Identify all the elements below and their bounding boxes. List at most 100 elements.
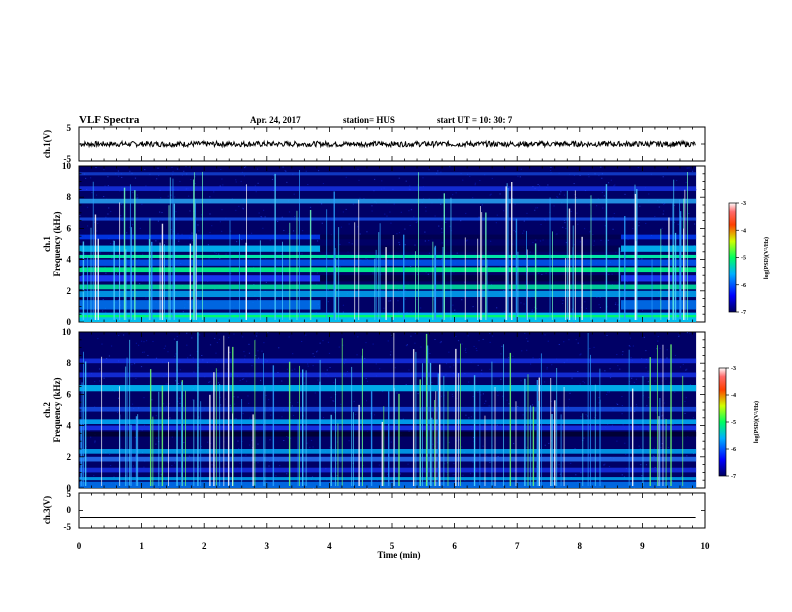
noise-speck — [390, 351, 392, 353]
noise-speck — [553, 205, 555, 207]
noise-speck — [684, 401, 686, 403]
noise-speck — [164, 241, 166, 243]
noise-speck — [686, 455, 688, 457]
noise-speck — [291, 369, 293, 371]
noise-speck — [179, 180, 181, 182]
noise-speck — [217, 369, 219, 371]
noise-speck — [654, 215, 656, 217]
noise-speck — [520, 380, 522, 382]
noise-speck — [372, 272, 374, 274]
noise-speck — [486, 455, 488, 457]
noise-speck — [178, 239, 180, 241]
noise-speck — [105, 216, 107, 218]
noise-speck — [269, 439, 271, 441]
noise-speck — [163, 347, 165, 349]
noise-speck — [359, 233, 361, 235]
noise-speck — [297, 401, 299, 403]
noise-speck — [129, 265, 131, 267]
noise-speck — [582, 454, 584, 456]
noise-speck — [535, 308, 538, 310]
spectrogram-band — [79, 385, 697, 392]
ch1-colorbar: -3 -4 -5 -6 -7 log(PSD)(V²/Hz) — [728, 201, 770, 316]
noise-speck — [386, 215, 388, 217]
noise-speck — [490, 240, 492, 242]
noise-speck — [381, 180, 383, 182]
noise-speck — [84, 253, 86, 255]
spectrogram-band — [79, 284, 697, 290]
noise-speck — [445, 221, 447, 223]
noise-speck — [575, 196, 578, 198]
noise-speck — [425, 206, 427, 208]
noise-speck — [561, 303, 564, 305]
noise-speck — [186, 332, 188, 334]
noise-speck — [638, 445, 640, 447]
noise-speck — [157, 167, 159, 169]
x-tick-label: 2 — [202, 541, 207, 551]
noise-speck — [109, 243, 112, 245]
noise-speck — [110, 465, 112, 467]
noise-speck — [107, 213, 109, 215]
noise-speck — [396, 453, 398, 455]
noise-speck — [580, 416, 582, 418]
noise-speck — [253, 417, 255, 419]
noise-speck — [132, 224, 134, 226]
noise-speck — [233, 396, 235, 398]
noise-speck — [621, 404, 623, 406]
noise-speck — [558, 464, 560, 466]
noise-speck — [171, 166, 173, 168]
noise-speck — [177, 339, 179, 341]
spectrogram-band-gap — [320, 275, 621, 282]
noise-speck — [103, 196, 105, 198]
noise-speck — [389, 300, 392, 302]
noise-speck — [398, 311, 400, 313]
noise-speck — [346, 371, 349, 373]
noise-speck — [465, 414, 467, 416]
noise-speck — [420, 346, 422, 348]
noise-speck — [175, 380, 177, 382]
noise-speck — [143, 397, 145, 399]
freq-tick-label: 8 — [67, 192, 72, 202]
noise-speck — [121, 176, 123, 178]
noise-speck — [625, 453, 627, 455]
noise-speck — [265, 394, 267, 396]
noise-speck — [292, 230, 295, 232]
noise-speck — [575, 474, 577, 476]
noise-speck — [485, 453, 487, 455]
noise-speck — [132, 465, 135, 467]
noise-speck — [219, 185, 221, 187]
x-tick-label: 5 — [390, 541, 395, 551]
noise-speck — [595, 205, 598, 207]
noise-speck — [548, 442, 550, 444]
noise-speck — [472, 306, 474, 308]
noise-speck — [362, 464, 364, 466]
noise-speck — [278, 347, 280, 349]
noise-speck — [104, 266, 106, 268]
noise-speck — [227, 368, 229, 370]
noise-speck — [328, 352, 331, 354]
noise-speck — [413, 216, 415, 218]
noise-speck — [336, 463, 338, 465]
noise-speck — [329, 446, 331, 448]
noise-speck — [158, 175, 160, 177]
spectrogram-band — [79, 477, 697, 481]
noise-speck — [269, 239, 271, 241]
noise-speck — [390, 334, 393, 336]
freq-tick-label: 4 — [67, 421, 72, 431]
noise-speck — [189, 210, 191, 212]
noise-speck — [185, 166, 187, 168]
noise-speck — [103, 384, 105, 386]
noise-speck — [600, 239, 602, 241]
noise-speck — [382, 289, 384, 291]
noise-speck — [389, 354, 392, 356]
noise-speck — [639, 205, 641, 207]
noise-speck — [340, 226, 343, 228]
noise-speck — [622, 424, 624, 426]
noise-speck — [177, 382, 180, 384]
noise-speck — [588, 176, 590, 178]
ch2-spectrogram-panel: 0 2 4 6 8 10 ch.2 Frequency (kHz) -3 -4 -5 -6 -7 … — [42, 327, 760, 493]
noise-speck — [663, 210, 665, 212]
noise-speck — [240, 180, 242, 182]
noise-speck — [262, 363, 264, 365]
noise-speck — [440, 341, 442, 343]
noise-speck — [317, 379, 319, 381]
